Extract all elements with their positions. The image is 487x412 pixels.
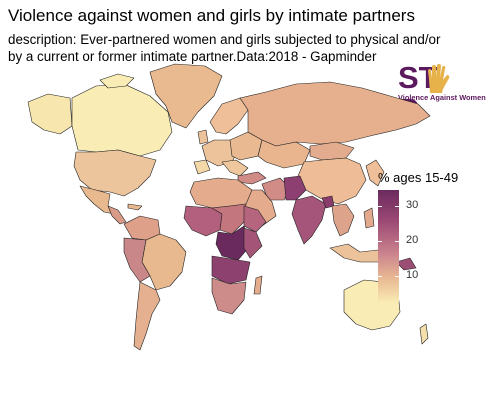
region-alaska [27, 93, 73, 135]
legend-color-bar [378, 190, 399, 302]
region-scandinavia [209, 97, 249, 135]
region-afghanistan-pakistan [283, 175, 307, 201]
region-central-asia [257, 139, 311, 169]
chart-title: Violence against women and girls by inti… [8, 6, 415, 25]
region-east-africa [243, 227, 263, 259]
region-peru-bolivia [123, 237, 151, 283]
region-png [395, 257, 417, 271]
legend-tick-30-right [395, 206, 399, 207]
region-central-america [107, 205, 127, 225]
region-arctic-islands [99, 73, 135, 89]
legend-tick-20-right [395, 241, 399, 242]
region-indochina [331, 203, 355, 237]
region-philippines [363, 207, 375, 229]
region-southern-africa [211, 277, 247, 315]
legend-title: % ages 15-49 [378, 170, 459, 185]
region-usa [73, 149, 157, 197]
region-new-zealand [419, 323, 429, 345]
description-line-1: description: Ever-partnered women and gi… [8, 32, 441, 47]
region-uk [197, 129, 209, 145]
legend-tick-10-right [395, 276, 399, 277]
legend-label-20: 20 [406, 234, 419, 246]
legend-tick-20 [378, 241, 382, 242]
description-line-2: by a current or former intimate partner.… [8, 49, 377, 64]
chart-description: description: Ever-partnered women and gi… [8, 31, 487, 65]
region-brazil [141, 233, 187, 291]
raised-hand-icon [428, 64, 450, 93]
region-drc [215, 225, 251, 261]
region-japan-korea [365, 159, 385, 187]
region-central-africa [211, 203, 247, 235]
legend-label-30: 30 [406, 199, 419, 211]
region-madagascar [253, 275, 263, 295]
region-mongolia [309, 141, 355, 161]
logo-tagline: Violence Against Women [398, 93, 486, 102]
legend-tick-30 [378, 206, 382, 207]
region-india [291, 195, 327, 245]
legend-tick-10 [378, 276, 382, 277]
region-greenland [149, 63, 223, 129]
region-italy-balkans [221, 159, 249, 177]
region-russia [239, 81, 431, 147]
region-horn-africa [243, 205, 267, 233]
region-angola-zambia [211, 255, 251, 285]
region-caribbean [127, 203, 143, 211]
region-southern-cone [133, 281, 161, 351]
region-iberia [193, 159, 211, 175]
legend-label-10: 10 [406, 269, 419, 281]
